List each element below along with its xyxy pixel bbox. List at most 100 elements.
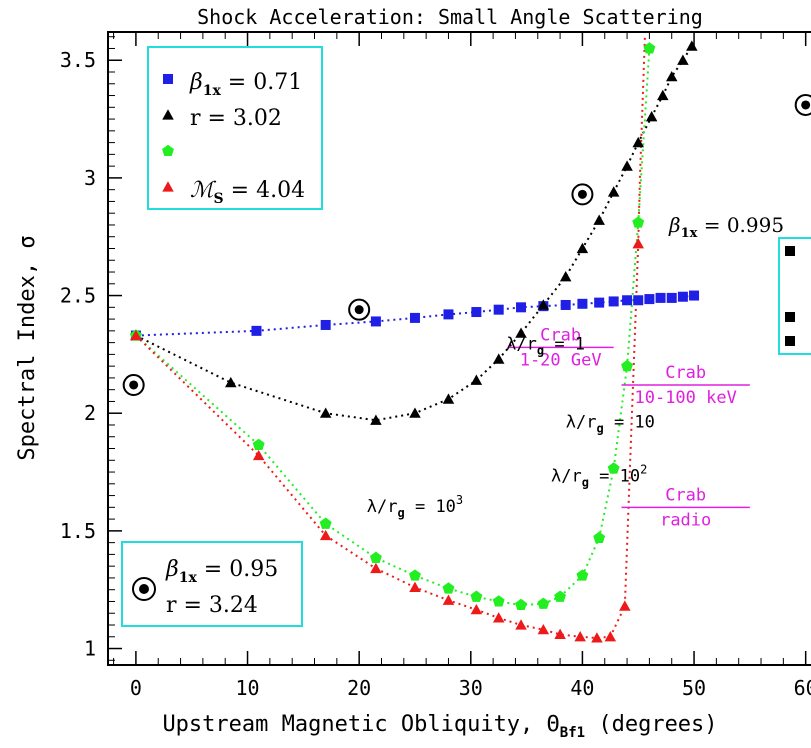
series-markers <box>129 40 700 643</box>
data-point <box>560 299 571 310</box>
data-point <box>608 296 619 307</box>
legend-marker <box>162 109 174 120</box>
data-point <box>644 294 655 305</box>
legend-right-square-2 <box>785 312 795 322</box>
data-point <box>409 581 421 592</box>
legend-marker <box>163 74 173 84</box>
legend-bl-line2: r = 3.24 <box>166 593 258 618</box>
data-point <box>689 290 700 301</box>
sun-marker-dot <box>577 189 587 199</box>
sun-marker-dot <box>354 305 364 315</box>
x-tick-label: 10 <box>235 676 259 700</box>
y-tick-label: 2.5 <box>60 284 96 308</box>
data-point <box>559 270 572 282</box>
x-tick-label: 60 <box>794 676 811 700</box>
legend-label: r = 3.02 <box>190 106 282 131</box>
legend-top-left: β1x = 0.71 r = 3.02 ℳS = 4.04 <box>147 46 323 210</box>
data-point <box>225 376 237 388</box>
data-point <box>593 531 606 543</box>
data-point <box>442 594 455 605</box>
legend-bottom-left: β1x = 0.95 r = 3.24 <box>121 541 303 627</box>
data-point <box>619 600 631 611</box>
data-point <box>604 631 617 642</box>
x-axis-label-tail: (degrees) <box>585 712 717 737</box>
legend-right-box <box>778 237 811 355</box>
legend-marker <box>162 181 174 192</box>
x-axis-label: Upstream Magnetic Obliquity, ΘBf1 (degre… <box>162 712 717 741</box>
data-point <box>657 89 669 101</box>
data-point <box>492 612 505 623</box>
legend-label: ℳS = 4.04 <box>190 178 305 207</box>
legend-right-square-1 <box>785 246 795 256</box>
y-tick-label: 2 <box>84 401 96 425</box>
legend-right-tail: = 0.995 <box>697 213 784 237</box>
data-point <box>370 316 381 327</box>
y-axis-label: Spectral Index, σ <box>15 235 40 460</box>
data-point <box>632 238 644 249</box>
data-point <box>554 590 567 602</box>
x-tick-label: 40 <box>570 676 594 700</box>
data-point <box>643 42 656 54</box>
data-point <box>537 623 550 635</box>
curve-label: λ/rg = 103 <box>367 493 463 520</box>
y-tick-label: 3 <box>84 166 96 190</box>
data-point <box>633 295 644 306</box>
data-point <box>442 393 455 404</box>
data-point <box>320 319 331 330</box>
data-point <box>665 70 678 82</box>
data-point <box>576 569 589 581</box>
data-point <box>607 462 620 474</box>
legend-bl-symbol: β <box>165 557 179 582</box>
x-tick-label: 30 <box>459 676 483 700</box>
x-tick-label: 20 <box>347 676 371 700</box>
data-point <box>537 597 550 609</box>
curve-label: λ/rg = 1 <box>506 335 585 358</box>
data-point <box>622 295 633 306</box>
data-point <box>677 291 688 302</box>
legend-top-left-box <box>147 46 323 210</box>
data-point <box>554 628 566 640</box>
chart-title: Shock Acceleration: Small Angle Scatteri… <box>197 5 703 29</box>
data-point <box>319 529 332 541</box>
data-point <box>666 292 677 303</box>
crab-band-range: 1-20 GeV <box>520 350 602 370</box>
curve-label: λ/rg = 102 <box>551 462 647 489</box>
data-point <box>677 54 689 65</box>
data-point <box>574 631 586 642</box>
data-point <box>621 359 634 372</box>
data-point <box>252 449 265 461</box>
data-point <box>409 569 421 581</box>
curve-label: λ/rg = 10 <box>566 412 655 435</box>
data-point <box>471 307 482 318</box>
crab-bands: Crab 1-20 GeV Crab 10-100 keV Crab radio <box>507 325 750 530</box>
data-point <box>130 329 142 341</box>
data-point <box>409 407 421 418</box>
data-point <box>576 242 589 254</box>
legend-bl-sub: 1x <box>179 570 198 586</box>
legend-right-square-3 <box>785 336 795 346</box>
data-point <box>645 110 658 122</box>
data-point <box>632 136 644 148</box>
legend-bl-line1: β1x = 0.95 <box>165 557 278 586</box>
legend-bl-tail: = 0.95 <box>197 557 278 582</box>
crab-band-range: radio <box>660 510 711 530</box>
crab-band-label: Crab <box>540 325 581 345</box>
legend-right-symbol: β <box>668 213 681 237</box>
crab-band-label: Crab <box>665 363 706 383</box>
data-point <box>470 590 483 602</box>
axis-ticks: 0 10 20 30 40 50 60 1 1.5 2 2.5 3 3.5 <box>60 32 811 700</box>
data-point <box>655 292 666 303</box>
legend-right-sub: 1x <box>681 226 698 241</box>
data-point <box>470 603 483 615</box>
data-point <box>537 299 550 310</box>
series-line-3 <box>135 243 640 639</box>
x-axis-label-main: Upstream Magnetic Obliquity, Θ <box>162 712 559 737</box>
y-tick-label: 1 <box>84 637 96 661</box>
data-point <box>493 304 504 315</box>
sun-marker-legend-dot <box>139 584 149 594</box>
y-tick-label: 3.5 <box>60 48 96 72</box>
data-point <box>409 312 420 323</box>
data-point <box>442 582 455 594</box>
data-point <box>443 309 454 320</box>
